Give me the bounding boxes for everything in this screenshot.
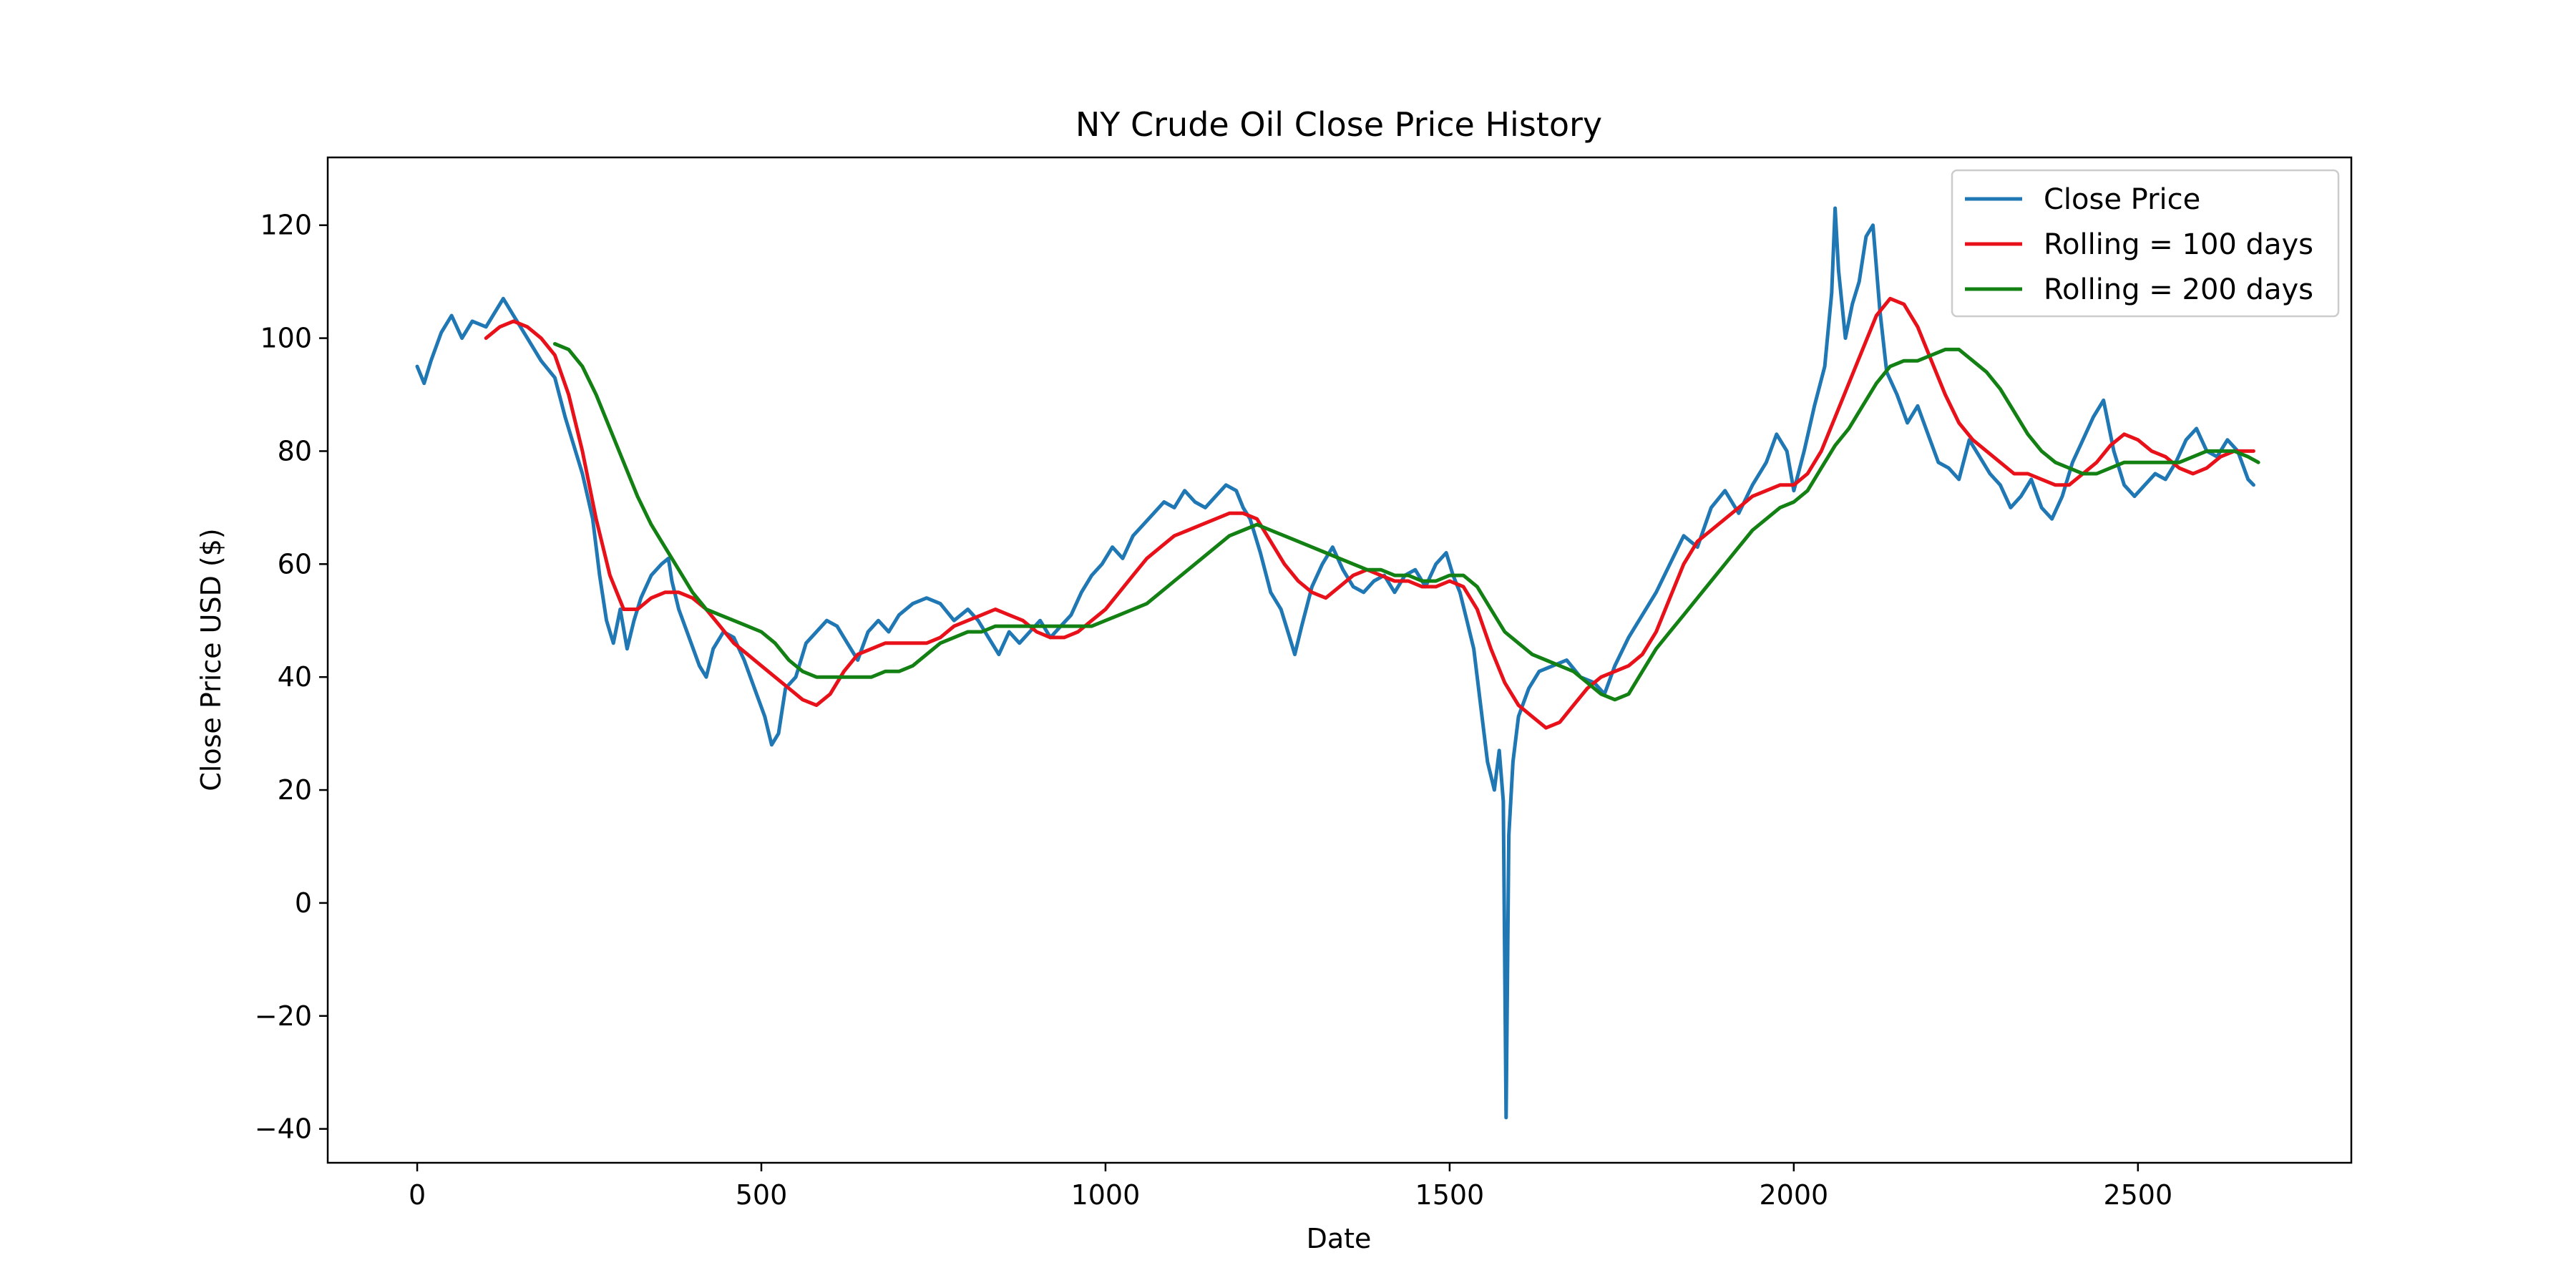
legend: Close Price Rolling = 100 days Rolling = 2… (1951, 169, 2340, 318)
plot-area (415, 206, 2260, 1120)
y-tick-label: 80 (278, 435, 312, 467)
x-axis-ticks: 0 500 1000 1500 2000 2500 (409, 1163, 2172, 1211)
x-tick-label: 1500 (1415, 1179, 1485, 1211)
axes-frame (326, 156, 2353, 1164)
y-tick-label: 40 (278, 661, 312, 693)
y-tick-label: 60 (278, 548, 312, 580)
legend-label-1: Close Price (2044, 183, 2200, 216)
y-tick-label: −40 (255, 1113, 312, 1145)
x-tick-label: 1000 (1071, 1179, 1141, 1211)
x-tick-label: 2500 (2103, 1179, 2172, 1211)
series-line-2 (484, 296, 2255, 730)
x-axis-label: Date (1307, 1223, 1372, 1254)
series-line-3 (552, 342, 2260, 702)
legend-label-2: Rolling = 100 days (2044, 228, 2313, 261)
chart-title: NY Crude Oil Close Price History (1075, 105, 1602, 144)
y-tick-label: 120 (260, 210, 312, 241)
x-tick-label: 500 (736, 1179, 788, 1211)
y-tick-label: 20 (278, 774, 312, 806)
x-tick-label: 0 (409, 1179, 426, 1211)
y-tick-label: 100 (260, 323, 312, 354)
y-tick-label: 0 (295, 887, 312, 919)
y-tick-label: −20 (255, 1000, 312, 1032)
y-axis-ticks: −40 −20 0 20 40 60 80 100 120 (255, 210, 328, 1145)
x-tick-label: 2000 (1759, 1179, 1828, 1211)
y-axis-label: Close Price USD ($) (195, 528, 227, 791)
legend-box (1951, 169, 2340, 318)
legend-label-3: Rolling = 200 days (2044, 273, 2313, 306)
